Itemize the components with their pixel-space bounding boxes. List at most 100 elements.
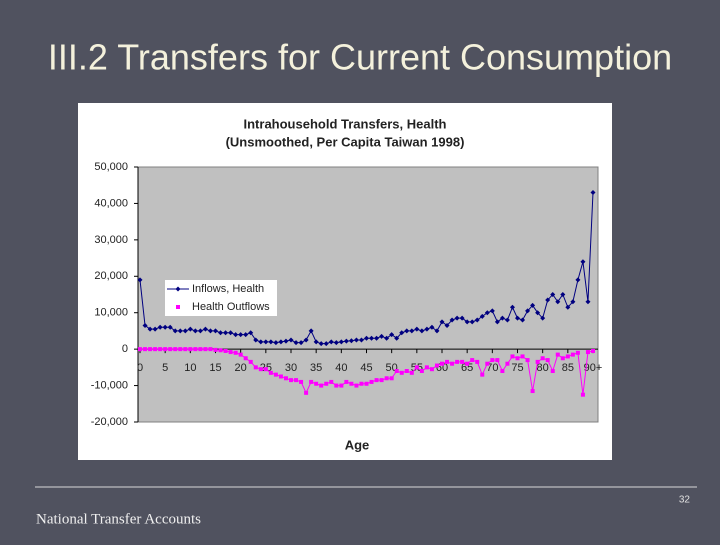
point (499, 315, 505, 321)
point (354, 383, 359, 388)
point (439, 319, 445, 325)
legend-label: Health Outflows (192, 301, 270, 313)
point (143, 347, 148, 352)
point (429, 324, 435, 330)
point (248, 330, 254, 336)
point (238, 332, 244, 338)
point (404, 369, 409, 373)
point (253, 337, 259, 343)
point (520, 354, 525, 359)
point (590, 190, 596, 195)
point (158, 347, 163, 352)
point (273, 340, 279, 346)
point (318, 341, 324, 347)
point (192, 328, 198, 334)
point (309, 379, 314, 384)
plot: -20,000 -10,000 0 10,000 20,000 30,000 40,000 5… (91, 161, 603, 428)
point (137, 277, 143, 283)
point (258, 339, 264, 345)
point (374, 378, 379, 383)
y-tick-label: 30,000 (94, 234, 128, 246)
point (339, 383, 344, 388)
x-tick-label: 5 (162, 362, 168, 374)
point (334, 383, 339, 388)
point (218, 348, 223, 353)
point (384, 335, 390, 341)
point (207, 328, 213, 334)
point (550, 292, 556, 297)
point (364, 335, 369, 341)
point (409, 370, 414, 375)
point (353, 337, 359, 343)
point (328, 339, 334, 345)
point (202, 326, 208, 332)
point (358, 337, 364, 343)
point (440, 361, 444, 366)
point (530, 389, 535, 394)
point (424, 326, 430, 332)
point (369, 379, 374, 384)
point (565, 304, 571, 310)
point (490, 358, 495, 363)
point (399, 370, 404, 375)
point (474, 317, 480, 323)
y-tick-label: -10,000 (91, 379, 128, 391)
x-tick-label: 35 (310, 362, 322, 374)
legend-marker (175, 286, 181, 292)
point (228, 350, 233, 355)
point (138, 347, 142, 352)
point (243, 356, 248, 361)
y-tick-label: 20,000 (94, 270, 128, 282)
x-tick-label: 30 (285, 362, 297, 374)
point (545, 297, 551, 303)
point (485, 361, 490, 366)
point (389, 376, 394, 381)
point (304, 390, 309, 395)
chart-subtitle: (Unsmoothed, Per Capita Taiwan 1998) (226, 134, 465, 149)
point (444, 322, 450, 328)
point (283, 338, 289, 344)
point (414, 365, 419, 370)
point (344, 379, 349, 384)
point (319, 383, 324, 388)
point (253, 365, 258, 370)
point (233, 350, 238, 355)
point (208, 347, 213, 352)
point (313, 339, 319, 345)
point (555, 352, 560, 357)
point (495, 358, 500, 363)
point (162, 324, 168, 330)
x-axis-label: Age (345, 437, 370, 452)
x-tick-label: 65 (461, 362, 473, 374)
point (515, 315, 520, 321)
chart-title: Intrahousehold Transfers, Health (244, 116, 447, 131)
point (278, 339, 284, 345)
point (510, 354, 515, 359)
point (369, 335, 375, 341)
point (193, 347, 198, 352)
point (213, 347, 218, 352)
point (570, 352, 575, 357)
x-tick-label: 90+ (584, 362, 603, 374)
point (364, 381, 369, 386)
point (560, 292, 566, 297)
point (147, 326, 153, 332)
point (152, 326, 158, 332)
point (580, 259, 586, 265)
x-tick-label: 40 (335, 362, 347, 374)
point (173, 347, 178, 352)
point (213, 328, 218, 334)
point (504, 317, 510, 323)
point (338, 339, 344, 345)
point (268, 370, 273, 375)
point (480, 372, 485, 377)
point (178, 347, 183, 352)
y-tick-label: -20,000 (91, 416, 128, 428)
point (525, 358, 530, 363)
point (343, 338, 349, 344)
point (299, 379, 304, 384)
footer: National Transfer Accounts (36, 511, 201, 527)
point (575, 350, 580, 355)
